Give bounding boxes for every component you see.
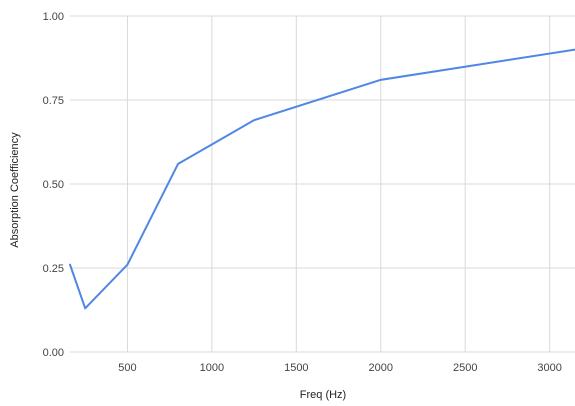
x-axis-ticks: 500 1000 1500 2000 2500 3000	[118, 362, 562, 374]
grid-lines	[70, 15, 575, 353]
x-tick-label: 2500	[453, 362, 477, 374]
x-tick-label: 2000	[369, 362, 393, 374]
plot-series	[69, 48, 575, 310]
y-tick-label: 1.00	[43, 11, 64, 23]
y-tick-label: 0.75	[43, 95, 64, 107]
y-tick-label: 0.00	[43, 347, 64, 359]
x-tick-label: 1500	[284, 362, 308, 374]
y-tick-label: 0.50	[43, 179, 64, 191]
x-axis-title: Freq (Hz)	[300, 389, 346, 401]
y-axis-ticks: 0.00 0.25 0.50 0.75 1.00	[43, 11, 64, 359]
x-tick-label: 500	[118, 362, 136, 374]
y-axis-title: Absorption Coefficiency	[9, 132, 21, 248]
y-tick-label: 0.25	[43, 263, 64, 275]
x-tick-label: 3000	[537, 362, 561, 374]
series-line	[69, 48, 575, 310]
x-tick-label: 1000	[200, 362, 224, 374]
